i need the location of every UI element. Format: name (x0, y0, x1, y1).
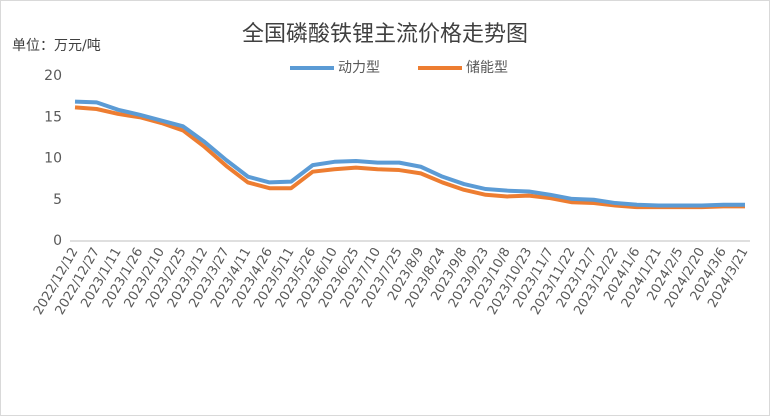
y-axis-label: 单位：万元/吨 (12, 38, 101, 54)
legend-label: 储能型 (466, 60, 508, 76)
chart-title: 全国磷酸铁锂主流价格走势图 (242, 22, 528, 47)
line-series (74, 105, 745, 210)
legend-label: 动力型 (338, 60, 380, 76)
y-tick-label: 5 (53, 192, 62, 208)
y-tick-label: 0 (53, 233, 62, 249)
y-tick-label: 20 (44, 68, 62, 84)
y-tick-label: 15 (44, 109, 62, 125)
y-tick-label: 10 (44, 151, 62, 167)
line-series (74, 99, 745, 208)
